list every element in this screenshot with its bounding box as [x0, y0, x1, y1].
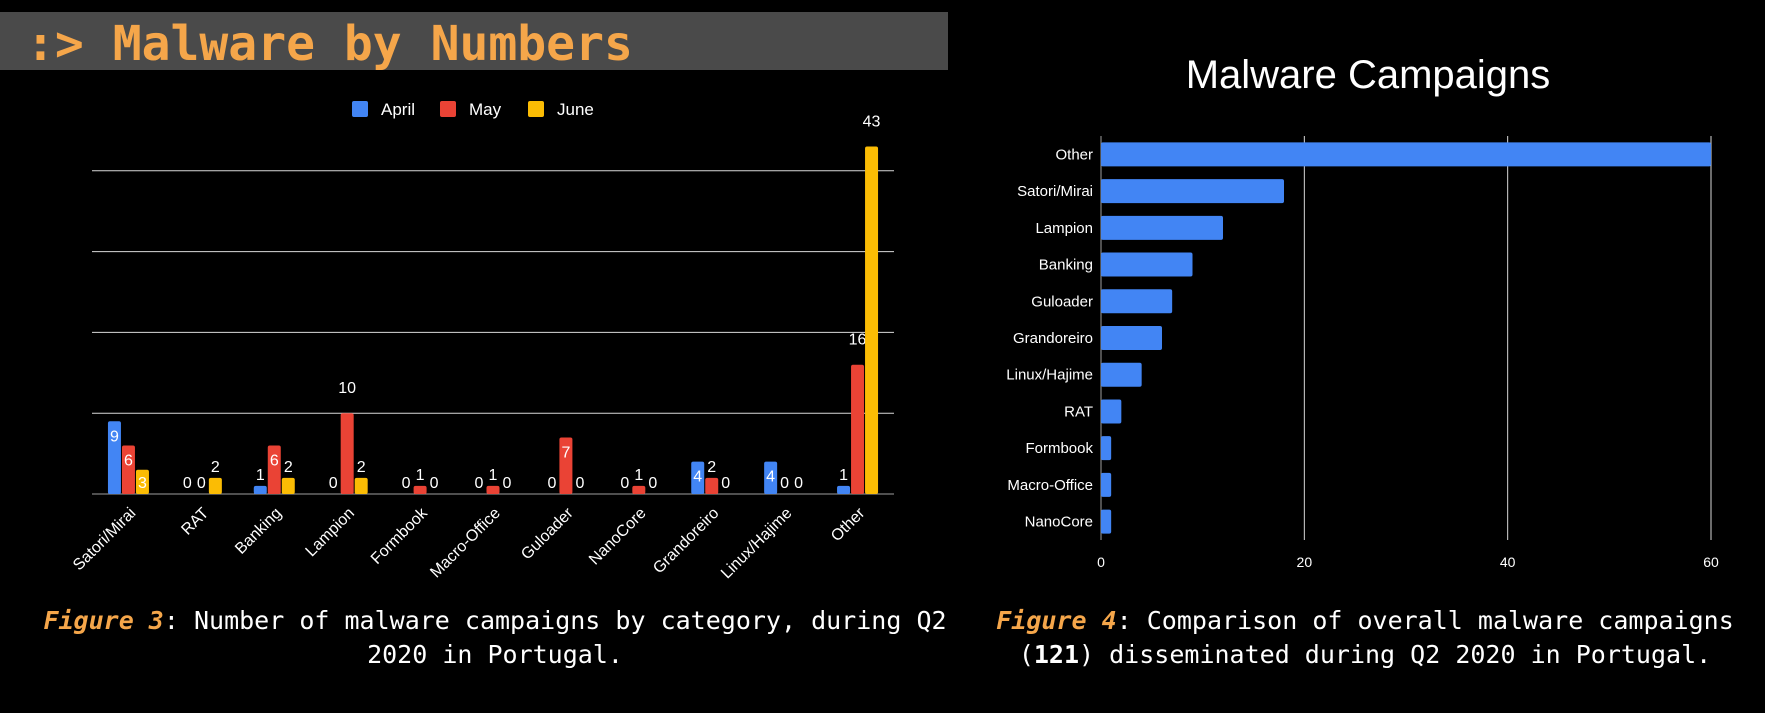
- bar-april-satori-mirai: [107, 421, 121, 494]
- bar-macro-office: [1101, 472, 1112, 497]
- legend-swatch-april: [352, 101, 368, 117]
- figure-4-total: 121: [1033, 640, 1080, 669]
- data-label-april-guloader: 0: [547, 475, 556, 492]
- x-tick-label-20: 20: [1297, 554, 1313, 570]
- data-label-april-formbook: 0: [402, 475, 411, 492]
- data-label-may-linux-hajime: 0: [780, 475, 789, 492]
- bar-june-banking: [281, 477, 295, 494]
- data-label-june-lampion: 2: [357, 459, 366, 476]
- y-tick-label-linux-hajime: Linux/Hajime: [1006, 367, 1093, 384]
- data-label-april-other: 1: [839, 467, 848, 484]
- bar-nanocore: [1101, 509, 1112, 534]
- data-label-may-guloader: 7: [561, 444, 570, 461]
- bar-may-lampion: [340, 413, 354, 494]
- bar-june-other: [865, 146, 879, 494]
- data-label-april-satori-mirai: 9: [110, 428, 119, 445]
- figure-3-caption-text: : Number of malware campaigns by categor…: [163, 606, 947, 669]
- y-tick-label-nanocore: NanoCore: [1025, 514, 1093, 531]
- chart-malware-campaigns: Malware Campaigns 0 20 40 60 Other Satori/Mira…: [1006, 53, 1719, 570]
- data-label-may-satori-mirai: 6: [124, 453, 133, 470]
- data-label-june-rat: 2: [211, 459, 220, 476]
- bar-june-lampion: [354, 477, 368, 494]
- bar-april-grandoreiro: [691, 461, 705, 494]
- y-tick-label-formbook: Formbook: [1025, 440, 1093, 457]
- figure-4-caption-text-end: ) disseminated during Q2 2020 in Portuga…: [1079, 640, 1712, 669]
- bar-may-banking: [267, 445, 281, 494]
- bar-lampion: [1101, 215, 1223, 240]
- data-label-may-other: 16: [849, 332, 867, 349]
- bar-may-satori-mirai: [121, 445, 135, 494]
- data-label-may-grandoreiro: 2: [707, 459, 716, 476]
- data-label-april-linux-hajime: 4: [766, 469, 775, 486]
- y-tick-label-satori-mirai: Satori/Mirai: [1017, 183, 1093, 200]
- bar-may-other: [851, 364, 865, 494]
- data-label-may-nanocore: 1: [634, 467, 643, 484]
- data-label-may-formbook: 1: [416, 467, 425, 484]
- data-label-april-lampion: 0: [329, 475, 338, 492]
- x-tick-label-40: 40: [1500, 554, 1516, 570]
- data-label-june-other: 43: [863, 114, 881, 131]
- y-tick-label-guloader: Guloader: [1031, 293, 1093, 310]
- legend-label-june: June: [557, 100, 594, 119]
- bar-may-nanocore: [632, 485, 646, 494]
- figure-4-label: Figure 4: [996, 606, 1117, 635]
- y-tick-label-rat: RAT: [1064, 403, 1093, 420]
- data-label-april-macro-office: 0: [475, 475, 484, 492]
- bar-other: [1101, 142, 1711, 167]
- bar-grandoreiro: [1101, 326, 1162, 350]
- legend-label-april: April: [381, 100, 415, 119]
- bar-april-banking: [253, 485, 267, 494]
- legend-label-may: May: [469, 100, 502, 119]
- bar-satori-mirai: [1101, 179, 1284, 204]
- data-label-april-grandoreiro: 4: [693, 469, 702, 486]
- chart-title: Malware Campaigns: [1186, 53, 1551, 97]
- data-label-june-nanocore: 0: [648, 475, 657, 492]
- figure-4-caption: Figure 4: Comparison of overall malware …: [985, 604, 1745, 672]
- data-label-may-macro-office: 1: [489, 467, 498, 484]
- legend-swatch-may: [440, 101, 456, 117]
- data-label-june-grandoreiro: 0: [721, 475, 730, 492]
- x-tick-label-60: 60: [1703, 554, 1719, 570]
- bar-guloader: [1101, 289, 1173, 314]
- data-label-june-satori-mirai: 3: [138, 475, 147, 492]
- data-label-june-banking: 2: [284, 459, 293, 476]
- bar-april-linux-hajime: [764, 461, 778, 494]
- bar-may-grandoreiro: [705, 477, 719, 494]
- y-tick-label-grandoreiro: Grandoreiro: [1013, 330, 1093, 347]
- data-label-june-linux-hajime: 0: [794, 475, 803, 492]
- bar-june-rat: [208, 477, 222, 494]
- data-label-june-macro-office: 0: [503, 475, 512, 492]
- data-label-may-lampion: 10: [338, 380, 356, 397]
- bar-june-satori-mirai: [135, 469, 149, 494]
- data-label-june-formbook: 0: [430, 475, 439, 492]
- legend-swatch-june: [528, 101, 544, 117]
- data-label-april-banking: 1: [256, 467, 265, 484]
- bar-banking: [1101, 252, 1193, 277]
- page-title: :> Malware by Numbers: [26, 16, 633, 72]
- bar-formbook: [1101, 436, 1112, 461]
- bar-rat: [1101, 399, 1122, 424]
- bar-april-other: [837, 485, 851, 494]
- figure-3-label: Figure 3: [43, 606, 164, 635]
- y-tick-label-macro-office: Macro-Office: [1007, 477, 1093, 494]
- y-tick-label-lampion: Lampion: [1035, 220, 1093, 237]
- data-label-june-guloader: 0: [575, 475, 584, 492]
- figure-3-caption: Figure 3: Number of malware campaigns by…: [40, 604, 950, 672]
- bar-may-formbook: [413, 485, 427, 494]
- y-tick-label-banking: Banking: [1039, 257, 1093, 274]
- data-label-april-nanocore: 0: [620, 475, 629, 492]
- y-tick-label-other: Other: [1055, 146, 1093, 163]
- bar-may-macro-office: [486, 485, 500, 494]
- data-label-may-rat: 0: [197, 475, 206, 492]
- figure-4-caption-text-start: : Comparison of overall malware campaign…: [1018, 606, 1734, 669]
- data-label-april-rat: 0: [183, 475, 192, 492]
- data-label-may-banking: 6: [270, 453, 279, 470]
- bar-may-guloader: [559, 437, 573, 494]
- title-bar: :> Malware by Numbers: [0, 12, 948, 70]
- x-tick-label-0: 0: [1097, 554, 1105, 570]
- bar-linux-hajime: [1101, 362, 1142, 387]
